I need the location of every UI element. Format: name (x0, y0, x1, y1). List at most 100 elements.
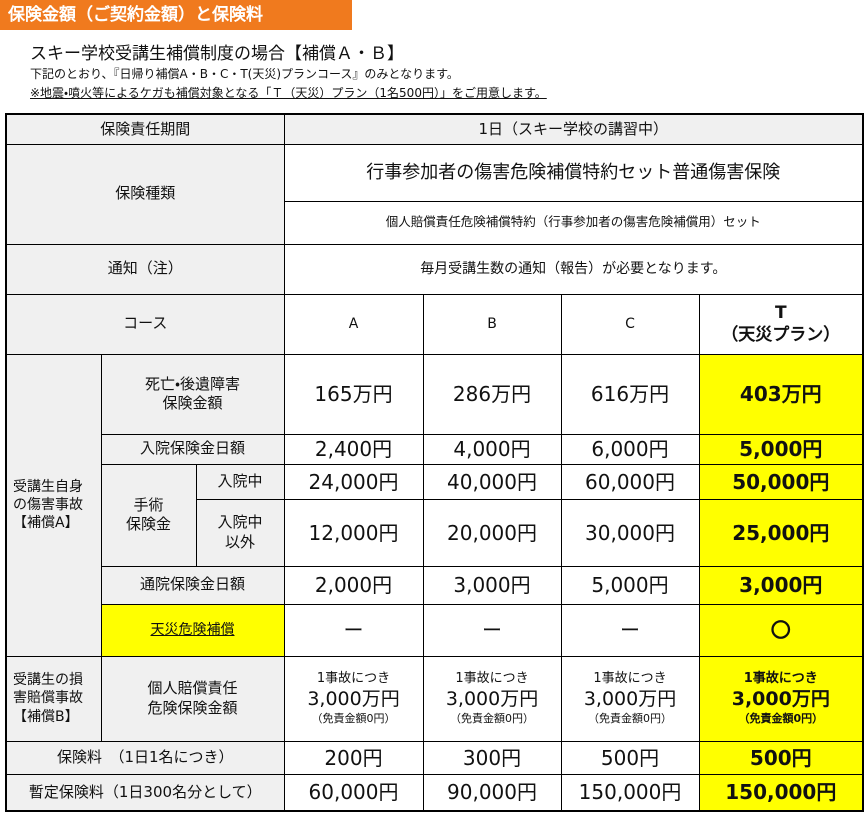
value-cell: ー (560, 603, 700, 657)
row: 通知（注） 毎月受講生数の通知（報告）が必要となります。 (5, 243, 864, 295)
course-note: （天災プラン） (721, 325, 841, 345)
text-line: 個人賠償責任 (147, 679, 238, 697)
value-cell: ー (422, 603, 562, 657)
note: ※地震・噴火等によるケガも補償対象となる「Ｔ（天災）プラン（1名500円）」をご… (30, 86, 547, 100)
text-line: 受講生の損 (13, 672, 83, 689)
amount: 3,000万円 (307, 688, 400, 711)
text-line: 害賠償事故 (13, 690, 83, 707)
course-cell: B (422, 293, 562, 355)
per-accident: 1事故につき (743, 670, 818, 686)
amount: 3,000万円 (731, 688, 830, 711)
row: 保険責任期間 1日（スキー学校の講習中） (5, 113, 864, 145)
deductible: （免責金額0円） (738, 712, 824, 726)
value-cell: 150,000円 (560, 773, 700, 812)
value-cell: 90,000円 (422, 773, 562, 812)
course-cell: C (560, 293, 700, 355)
course-cell: T （天災プラン） (698, 293, 864, 355)
label-cell: コース (5, 293, 285, 355)
value-cell: 12,000円 (283, 498, 424, 567)
label-cell: 暫定保険料（1日300名分として） (5, 773, 285, 812)
row: 手術 保険金 入院中 24,000円 40,000円 60,000円 50,000円 (6, 463, 864, 567)
deductible: （免責金額0円） (450, 712, 535, 726)
row: 個人賠償責任危険補償特約（行事参加者の傷害危険補償用）セット (6, 200, 864, 245)
value-cell: 616万円 (560, 353, 700, 435)
value-cell: 500円 (698, 740, 864, 775)
text-line: 【補償B】 (13, 708, 79, 725)
row: 暫定保険料（1日300名分として） 60,000円 90,000円 150,000円… (5, 773, 864, 812)
value-cell: ー (283, 603, 424, 657)
row: 保険種類 行事参加者の傷害危険補償特約セット普通傷害保険 (5, 143, 864, 245)
value-cell: 1日（スキー学校の講習中） (283, 113, 864, 145)
value-cell: 286万円 (422, 353, 562, 435)
text-line: 【補償A】 (13, 515, 79, 532)
value-cell: 60,000円 (283, 773, 424, 812)
label-cell: 入院中 (195, 463, 285, 500)
value-cell: 50,000円 (698, 463, 864, 500)
per-accident: 1事故につき (316, 670, 391, 686)
value-cell: 25,000円 (698, 498, 864, 567)
label-cell: 保険種類 (5, 143, 285, 245)
value-cell: 個人賠償責任危険補償特約（行事参加者の傷害危険補償用）セット (283, 200, 864, 245)
row: 入院保険金日額 2,400円 4,000円 6,000円 5,000円 (6, 433, 864, 465)
value-cell: 5,000円 (560, 565, 700, 605)
value-cell: 40,000円 (422, 463, 562, 500)
amount: 3,000万円 (583, 688, 677, 711)
value-cell: 3,000円 (422, 565, 562, 605)
value-cell: 24,000円 (283, 463, 424, 500)
value-cell: 1事故につき 3,000万円 （免責金額0円） (422, 655, 562, 742)
text-line: 死亡・後遺障害 (144, 374, 241, 393)
label-cell: 個人賠償責任 危険保険金額 (100, 655, 285, 742)
value-cell: 20,000円 (422, 498, 562, 567)
amount: 3,000万円 (445, 688, 539, 711)
label-cell: 死亡・後遺障害 保険金額 (100, 353, 285, 435)
value-cell: 2,000円 (283, 565, 424, 605)
value-cell: 500円 (560, 740, 700, 775)
section-badge: 保険金額（ご契約金額）と保険料 (0, 0, 352, 30)
value-cell: 行事参加者の傷害危険補償特約セット普通傷害保険 (283, 143, 864, 202)
label-cell: 通院保険金日額 (100, 565, 285, 605)
course-name: T (774, 302, 787, 323)
label-cell: 通知（注） (5, 243, 285, 295)
text-line: 以外 (225, 532, 256, 551)
per-accident: 1事故につき (455, 670, 529, 686)
note: 下記のとおり、『日帰り補償A・B・C・T(天災)プランコース』のみとなります。 (30, 67, 459, 81)
text-line: 保険金 (125, 515, 171, 533)
group-cell: 受講生の損 害賠償事故 【補償B】 (5, 655, 102, 742)
value-cell: 30,000円 (560, 498, 700, 567)
row: 保険料 （1日1名につき） 200円 300円 500円 500円 (5, 740, 864, 775)
row: コース A B C T （天災プラン） (5, 293, 864, 355)
label-cell: 保険料 （1日1名につき） (5, 740, 285, 775)
value-cell: 毎月受講生数の通知（報告）が必要となります。 (283, 243, 864, 295)
value-cell: 165万円 (283, 353, 424, 435)
value-cell: 1事故につき 3,000万円 （免責金額0円） (698, 655, 864, 742)
per-accident: 1事故につき (593, 670, 667, 686)
row: 天災危険補償 ーーー〇 (6, 603, 864, 657)
label-cell: 天災危険補償 (100, 603, 285, 657)
text-line: 危険保険金額 (147, 698, 238, 717)
text-line: の傷害事故 (13, 496, 83, 513)
value-cell: 300円 (422, 740, 562, 775)
value-cell: 1事故につき 3,000万円 （免責金額0円） (283, 655, 424, 742)
insurance-table: 保険責任期間 1日（スキー学校の講習中） 保険種類 行事参加者の傷害危険補償特約… (5, 113, 865, 812)
value-cell: 60,000円 (560, 463, 700, 500)
label-cell: 手術 保険金 (100, 463, 197, 567)
value-cell: 6,000円 (560, 433, 700, 465)
value-cell: 2,400円 (283, 433, 424, 465)
value-cell: 1事故につき 3,000万円 （免責金額0円） (560, 655, 700, 742)
label-cell: 保険責任期間 (5, 113, 285, 145)
row: 受講生の損 害賠償事故 【補償B】 個人賠償責任 危険保険金額 1事故につき 3,000… (5, 655, 864, 742)
value-cell: 200円 (283, 740, 424, 775)
title: スキー学校受講生補償制度の場合【補償Ａ・Ｂ】 (30, 44, 404, 64)
row: 通院保険金日額 2,000円 3,000円 5,000円 3,000円 (6, 565, 864, 605)
course-cell: A (283, 293, 424, 355)
label-cell: 入院保険金日額 (100, 433, 285, 465)
deductible: （免責金額0円） (588, 712, 673, 726)
value-cell: 〇 (698, 603, 864, 657)
text-line: 受講生自身 (13, 478, 83, 495)
value-cell: 403万円 (698, 353, 864, 435)
value-cell: 4,000円 (422, 433, 562, 465)
row: 受講生自身 の傷害事故【補償A】 死亡・後遺障害 保険金額 165万円 286万円 61… (5, 353, 864, 657)
value-cell: 5,000円 (698, 433, 864, 465)
